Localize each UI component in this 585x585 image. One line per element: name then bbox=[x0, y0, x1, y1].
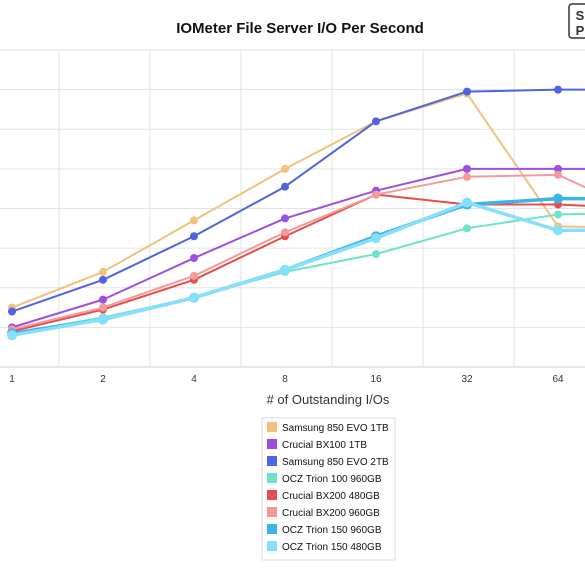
legend-entry: OCZ Trion 100 960GB bbox=[282, 474, 382, 485]
chart-grid bbox=[0, 49, 585, 368]
data-point bbox=[7, 330, 17, 341]
x-tick-label: 64 bbox=[552, 374, 564, 385]
legend-entry: OCZ Trion 150 960GB bbox=[282, 525, 382, 536]
legend-swatch bbox=[267, 439, 277, 449]
svg-text:S: S bbox=[576, 8, 585, 23]
legend-box bbox=[261, 417, 396, 561]
x-tick-label: 2 bbox=[100, 374, 106, 385]
data-point bbox=[8, 307, 16, 316]
data-point bbox=[372, 117, 380, 126]
data-point bbox=[372, 250, 380, 259]
data-point bbox=[463, 172, 471, 181]
data-point bbox=[98, 314, 108, 325]
data-point bbox=[190, 232, 198, 241]
data-point bbox=[280, 264, 290, 275]
data-point bbox=[99, 275, 107, 284]
data-point bbox=[190, 271, 198, 280]
legend-swatch bbox=[267, 422, 277, 432]
data-point bbox=[554, 210, 562, 219]
legend-entry: Crucial BX100 1TB bbox=[282, 440, 367, 451]
series-samsung-850-evo-2tb bbox=[8, 85, 585, 316]
x-tick-label: 32 bbox=[461, 374, 473, 385]
data-point bbox=[99, 295, 107, 304]
series-line bbox=[11, 200, 585, 338]
series-line bbox=[11, 193, 585, 333]
x-tick-labels: 1248163264128 bbox=[9, 374, 564, 385]
data-point bbox=[462, 197, 472, 208]
series-line bbox=[11, 173, 585, 331]
legend-entry: OCZ Trion 150 480GB bbox=[282, 542, 382, 553]
legend-swatch bbox=[267, 490, 277, 500]
data-point bbox=[463, 164, 471, 173]
data-point bbox=[553, 193, 563, 204]
x-tick-label: 4 bbox=[191, 374, 197, 385]
legend-swatch bbox=[267, 456, 277, 466]
x-axis-label: # of Outstanding I/Os bbox=[267, 392, 390, 407]
x-tick-label: 16 bbox=[370, 374, 382, 385]
legend-swatch bbox=[267, 507, 277, 517]
x-tick-label: 8 bbox=[282, 374, 288, 385]
series-layer bbox=[7, 85, 585, 341]
data-point bbox=[281, 214, 289, 223]
legend-entry: Crucial BX200 960GB bbox=[282, 508, 380, 519]
data-point bbox=[371, 233, 381, 244]
chart-title: IOMeter File Server I/O Per Second bbox=[176, 20, 424, 37]
data-point bbox=[99, 303, 107, 312]
series-samsung-850-evo-1tb bbox=[8, 89, 585, 312]
data-point bbox=[554, 164, 562, 173]
series-line bbox=[11, 88, 585, 313]
data-point bbox=[554, 85, 562, 94]
data-point bbox=[190, 216, 198, 225]
data-point bbox=[554, 170, 562, 179]
data-point bbox=[281, 228, 289, 237]
series-ocz-trion-150-480gb bbox=[7, 197, 585, 341]
series-crucial-bx200-960gb bbox=[8, 170, 585, 334]
legend-swatch bbox=[267, 524, 277, 534]
data-point bbox=[281, 182, 289, 191]
data-point bbox=[372, 190, 380, 199]
svg-text:P: P bbox=[576, 23, 585, 38]
x-tick-label: 1 bbox=[9, 374, 15, 385]
data-point bbox=[189, 292, 199, 303]
legend-entry: Samsung 850 EVO 1TB bbox=[282, 423, 389, 434]
legend-swatch bbox=[267, 473, 277, 483]
data-point bbox=[553, 225, 563, 236]
series-line bbox=[11, 167, 585, 329]
data-point bbox=[463, 224, 471, 233]
legend-entry: Samsung 850 EVO 2TB bbox=[282, 457, 389, 468]
legend-entry: Crucial BX200 480GB bbox=[282, 491, 380, 502]
series-line bbox=[11, 92, 585, 309]
data-point bbox=[463, 87, 471, 96]
data-point bbox=[281, 164, 289, 173]
legend-swatch bbox=[267, 541, 277, 551]
site-logo-icon: S P bbox=[568, 3, 585, 39]
chart-legend: Samsung 850 EVO 1TB Crucial BX100 1TB Sams… bbox=[261, 417, 396, 561]
data-point bbox=[190, 254, 198, 263]
data-point bbox=[99, 267, 107, 276]
